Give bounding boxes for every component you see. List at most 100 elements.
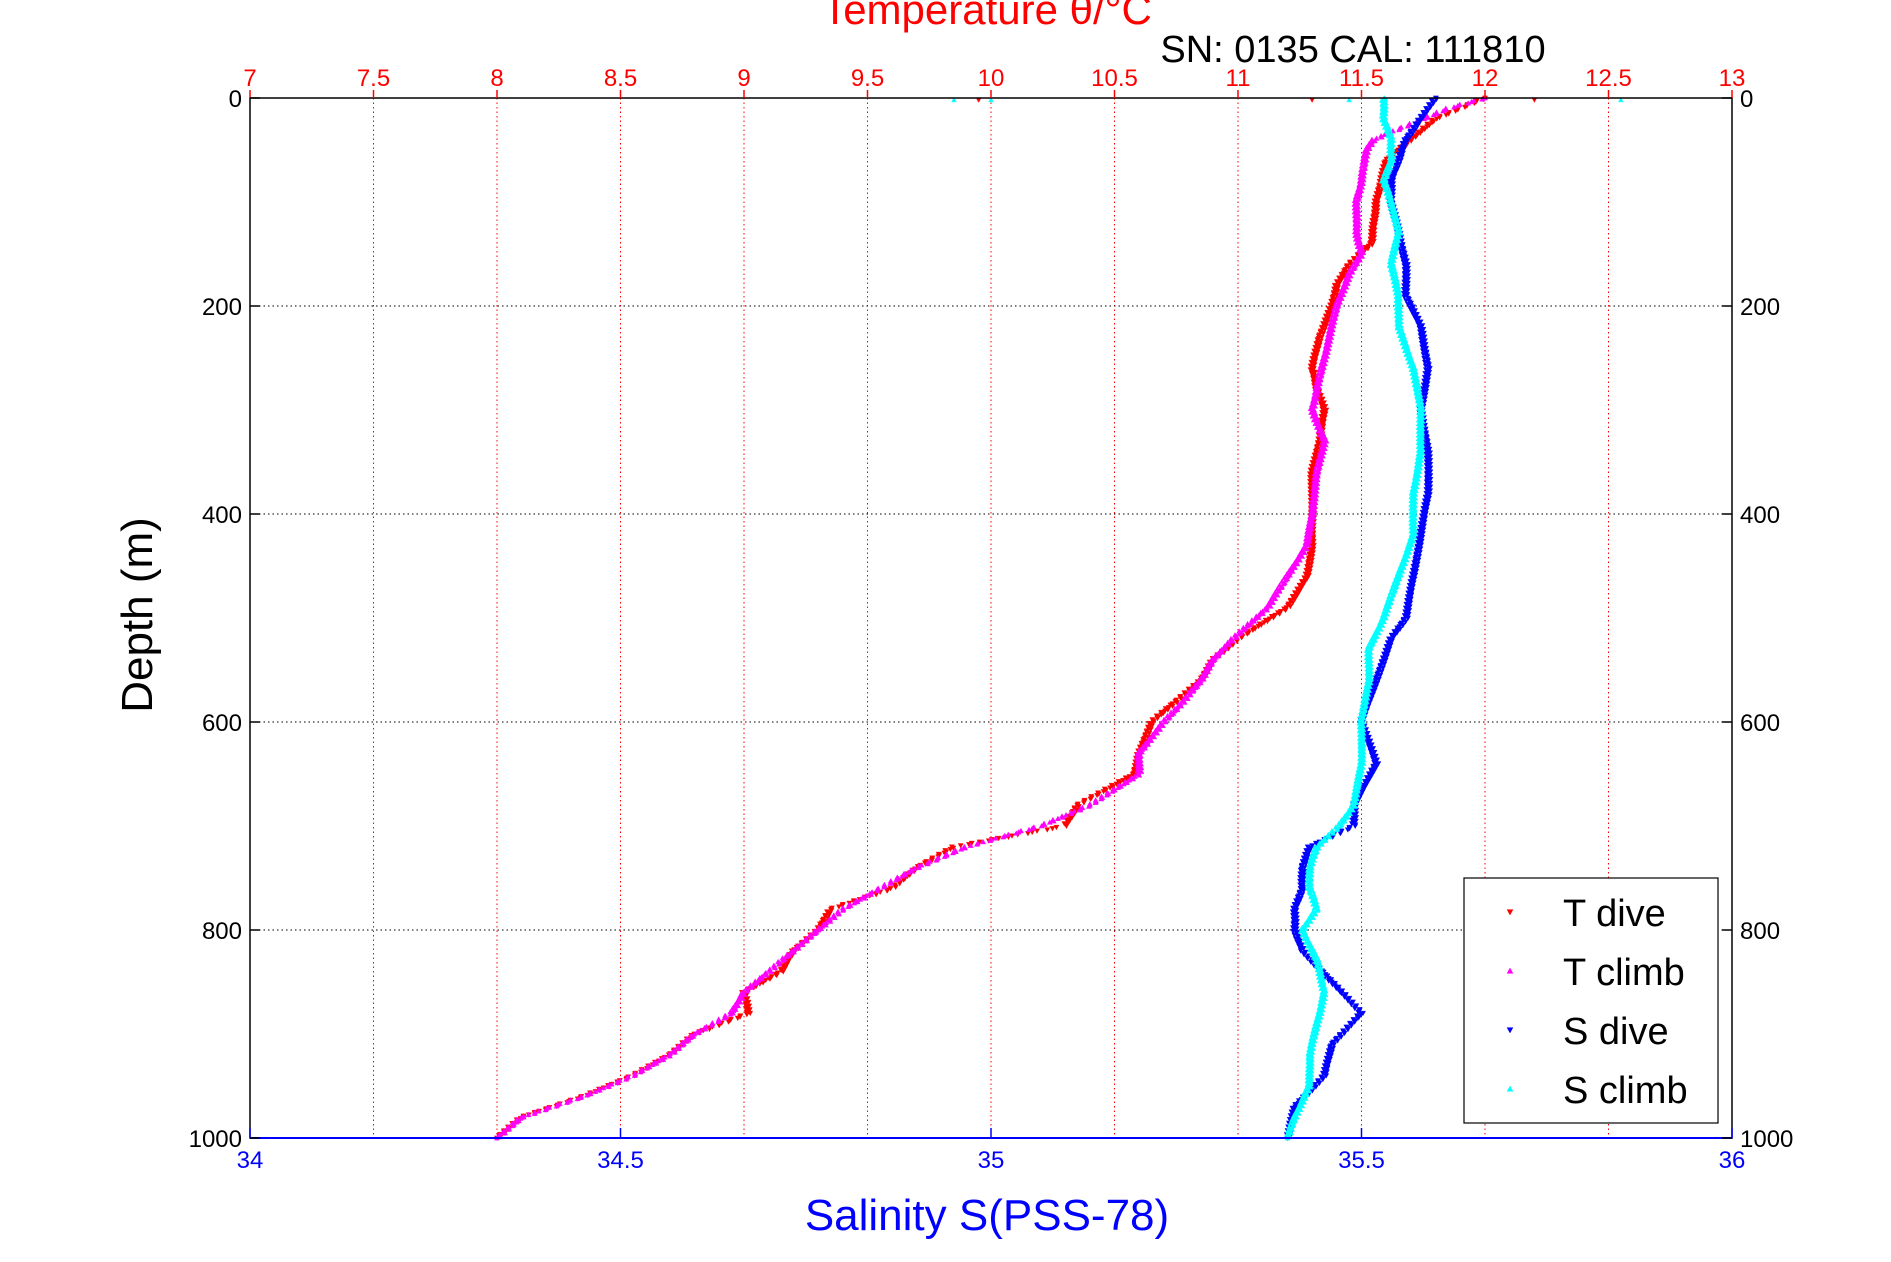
data-point <box>899 873 906 879</box>
data-point <box>695 1029 702 1036</box>
data-point <box>909 868 916 874</box>
data-point <box>608 1081 615 1087</box>
data-point <box>676 1045 682 1051</box>
data-point <box>721 1015 728 1021</box>
data-point <box>1148 737 1155 743</box>
legend-marker-t-climb <box>1506 967 1514 974</box>
data-point <box>735 1002 742 1009</box>
data-point <box>666 1053 673 1059</box>
data-point <box>1386 603 1393 609</box>
data-point <box>1289 600 1296 606</box>
data-point <box>596 1087 603 1093</box>
data-point <box>653 1060 660 1066</box>
data-point <box>808 934 814 940</box>
data-point <box>1302 1095 1309 1101</box>
data-point <box>1098 795 1105 802</box>
data-point <box>1340 291 1347 298</box>
data-point <box>1351 1005 1358 1012</box>
data-point <box>1107 785 1114 791</box>
data-point <box>725 1019 732 1025</box>
data-point <box>1309 1031 1316 1038</box>
data-point <box>1251 618 1258 624</box>
chart-title: Temperature θ/°C <box>822 0 1152 33</box>
data-point <box>1305 1087 1312 1094</box>
data-point <box>1454 102 1461 109</box>
salinity-tick-label: 35 <box>978 1147 1005 1174</box>
data-point <box>546 1104 553 1110</box>
data-point <box>791 949 797 955</box>
data-point <box>1041 821 1048 828</box>
data-point <box>660 1056 667 1062</box>
data-point <box>1324 353 1330 359</box>
data-point <box>1178 703 1185 709</box>
data-point <box>845 903 852 910</box>
data-point <box>851 900 858 906</box>
legend: T dive T climb S dive S climb <box>1463 877 1719 1124</box>
data-point <box>1384 194 1391 200</box>
data-point <box>531 1110 538 1116</box>
data-point <box>1344 827 1351 833</box>
data-point <box>1381 618 1388 625</box>
data-point <box>1299 1102 1306 1109</box>
data-point <box>1136 772 1143 778</box>
data-point <box>916 864 923 870</box>
data-point <box>1402 560 1409 567</box>
data-point <box>892 884 899 891</box>
data-point <box>896 881 903 887</box>
data-point <box>1269 599 1276 605</box>
temperature-tick-label: 9.5 <box>851 65 884 92</box>
data-point <box>743 1012 750 1018</box>
data-point <box>1337 831 1344 837</box>
data-point <box>884 888 891 894</box>
data-point <box>1276 588 1283 594</box>
data-point <box>1328 334 1335 340</box>
data-point <box>1392 286 1398 292</box>
data-point <box>776 961 782 967</box>
data-point <box>1162 718 1169 725</box>
data-point <box>1304 1091 1311 1098</box>
legend-label-s-climb: S climb <box>1563 1070 1688 1112</box>
data-point <box>1324 349 1331 355</box>
data-point <box>1326 833 1333 840</box>
data-point <box>1349 807 1356 813</box>
data-point <box>1341 288 1348 294</box>
data-point <box>1322 441 1329 448</box>
data-point <box>1168 711 1175 717</box>
data-point <box>767 976 773 982</box>
data-point <box>1383 190 1390 196</box>
data-point <box>1347 810 1354 817</box>
data-point <box>1026 826 1032 832</box>
data-point <box>1063 811 1069 818</box>
data-point <box>763 972 770 978</box>
data-point <box>1255 614 1262 620</box>
data-point <box>1396 126 1403 133</box>
x-axis-label: Salinity S(PSS-78) <box>805 1191 1169 1240</box>
data-point <box>1382 614 1389 621</box>
data-point <box>1319 1077 1326 1083</box>
data-point <box>1138 768 1145 774</box>
data-point <box>1038 822 1045 829</box>
data-point <box>1126 777 1133 783</box>
data-point <box>1267 603 1274 609</box>
data-point <box>957 843 964 849</box>
data-point <box>1145 741 1152 747</box>
data-point <box>1366 145 1373 151</box>
data-point <box>1424 114 1431 120</box>
data-point <box>1375 629 1382 636</box>
data-point <box>952 848 959 854</box>
data-point <box>857 896 864 902</box>
data-point <box>1451 104 1458 110</box>
data-point <box>600 1084 607 1091</box>
data-point <box>1465 100 1472 106</box>
data-point <box>509 1122 516 1129</box>
data-point <box>1013 830 1020 836</box>
data-point <box>1391 265 1398 271</box>
data-point <box>1348 1002 1355 1008</box>
data-point <box>1087 796 1094 802</box>
data-point <box>1407 362 1414 369</box>
data-point <box>1059 814 1066 820</box>
legend-box <box>1463 877 1719 1124</box>
data-point <box>1341 1030 1348 1037</box>
data-point <box>1479 96 1486 102</box>
data-point <box>1404 123 1411 129</box>
